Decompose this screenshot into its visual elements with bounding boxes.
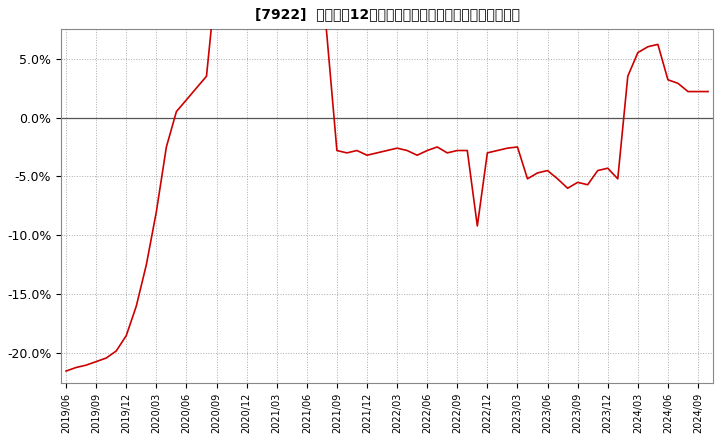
Title: [7922]  売上高の12か月移動合計の対前年同期増減率の推移: [7922] 売上高の12か月移動合計の対前年同期増減率の推移 <box>255 7 520 21</box>
